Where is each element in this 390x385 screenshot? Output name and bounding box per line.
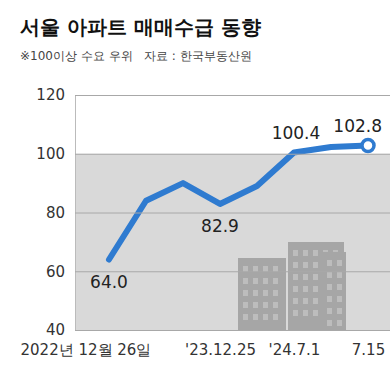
- x-tick: 2022년 12월 26일: [21, 330, 152, 359]
- building-window: [273, 314, 278, 320]
- plot-area: [75, 140, 390, 330]
- data-line: [109, 146, 368, 260]
- data-label: 82.9: [201, 216, 239, 236]
- grid-line: [75, 95, 390, 96]
- y-tick: 120: [36, 86, 390, 104]
- building-window: [273, 302, 278, 308]
- building-window: [253, 266, 258, 272]
- building-window: [293, 250, 298, 256]
- building-window: [243, 290, 248, 296]
- data-label: 102.8: [333, 116, 382, 136]
- grid-line: [75, 154, 390, 155]
- building: [322, 252, 346, 330]
- building-window: [327, 308, 332, 314]
- y-tick-label: 100: [36, 145, 65, 163]
- x-tick: 7.15: [352, 330, 385, 359]
- x-tick-label: '24.7.1: [269, 341, 321, 359]
- building-window: [313, 274, 318, 280]
- data-label: 64.0: [90, 272, 128, 292]
- building-window: [337, 260, 342, 266]
- building-window: [293, 274, 298, 280]
- y-tick-label: 120: [36, 86, 65, 104]
- building-window: [313, 262, 318, 268]
- building-window: [337, 272, 342, 278]
- x-tick: '23.12.25: [185, 330, 256, 359]
- x-tick-label: 2022년 12월 26일: [21, 341, 152, 359]
- building-window: [253, 290, 258, 296]
- y-tick: 40: [46, 321, 390, 339]
- building-window: [243, 314, 248, 320]
- building-window: [253, 314, 258, 320]
- building-window: [243, 302, 248, 308]
- building-window: [303, 274, 308, 280]
- building-window: [263, 290, 268, 296]
- data-label: 100.4: [272, 123, 321, 143]
- building-window: [337, 284, 342, 290]
- building-window: [337, 320, 342, 326]
- building-window: [263, 314, 268, 320]
- building-window: [293, 310, 298, 316]
- building: [238, 258, 286, 330]
- y-tick: 100: [36, 145, 390, 163]
- building-window: [303, 262, 308, 268]
- y-axis-line: [76, 96, 390, 331]
- y-tick-label: 40: [46, 321, 65, 339]
- building-window: [337, 308, 342, 314]
- building-window: [303, 298, 308, 304]
- building-window: [327, 272, 332, 278]
- building-window: [293, 286, 298, 292]
- building-window: [327, 284, 332, 290]
- building-window: [273, 290, 278, 296]
- building-window: [293, 298, 298, 304]
- building-window: [303, 310, 308, 316]
- building-window: [263, 278, 268, 284]
- building-window: [313, 298, 318, 304]
- title: 서울 아파트 매매수급 동향: [20, 15, 261, 39]
- x-tick: '24.7.1: [269, 330, 321, 359]
- building-window: [273, 278, 278, 284]
- building-illustration: [238, 242, 346, 330]
- building-window: [263, 266, 268, 272]
- building-window: [303, 286, 308, 292]
- building-window: [337, 296, 342, 302]
- building-window: [313, 286, 318, 292]
- point-marker: [362, 140, 374, 152]
- building-window: [327, 260, 332, 266]
- building-window: [253, 278, 258, 284]
- grid-line: [75, 330, 390, 331]
- x-tick-label: 7.15: [352, 341, 385, 359]
- x-axis: 2022년 12월 26일 '23.12.25 '24.7.1 7.15: [21, 330, 386, 359]
- y-tick-label: 80: [46, 204, 65, 222]
- building-window: [303, 250, 308, 256]
- building-window: [243, 278, 248, 284]
- building-window: [243, 266, 248, 272]
- building-window: [263, 302, 268, 308]
- building-window: [313, 310, 318, 316]
- chart: 서울 아파트 매매수급 동향 ※100이상 수요 우위 자료 : 한국부동산원 40…: [0, 0, 390, 385]
- building-window: [273, 266, 278, 272]
- y-axis: 40 60 80 100 120: [36, 86, 390, 339]
- building-window: [293, 262, 298, 268]
- grid-line: [75, 213, 390, 214]
- building-window: [327, 296, 332, 302]
- building-window: [327, 320, 332, 326]
- building-window: [253, 302, 258, 308]
- y-tick-label: 60: [46, 263, 65, 281]
- x-tick-label: '23.12.25: [185, 341, 256, 359]
- subtitle: ※100이상 수요 우위 자료 : 한국부동산원: [20, 49, 252, 63]
- building-window: [313, 250, 318, 256]
